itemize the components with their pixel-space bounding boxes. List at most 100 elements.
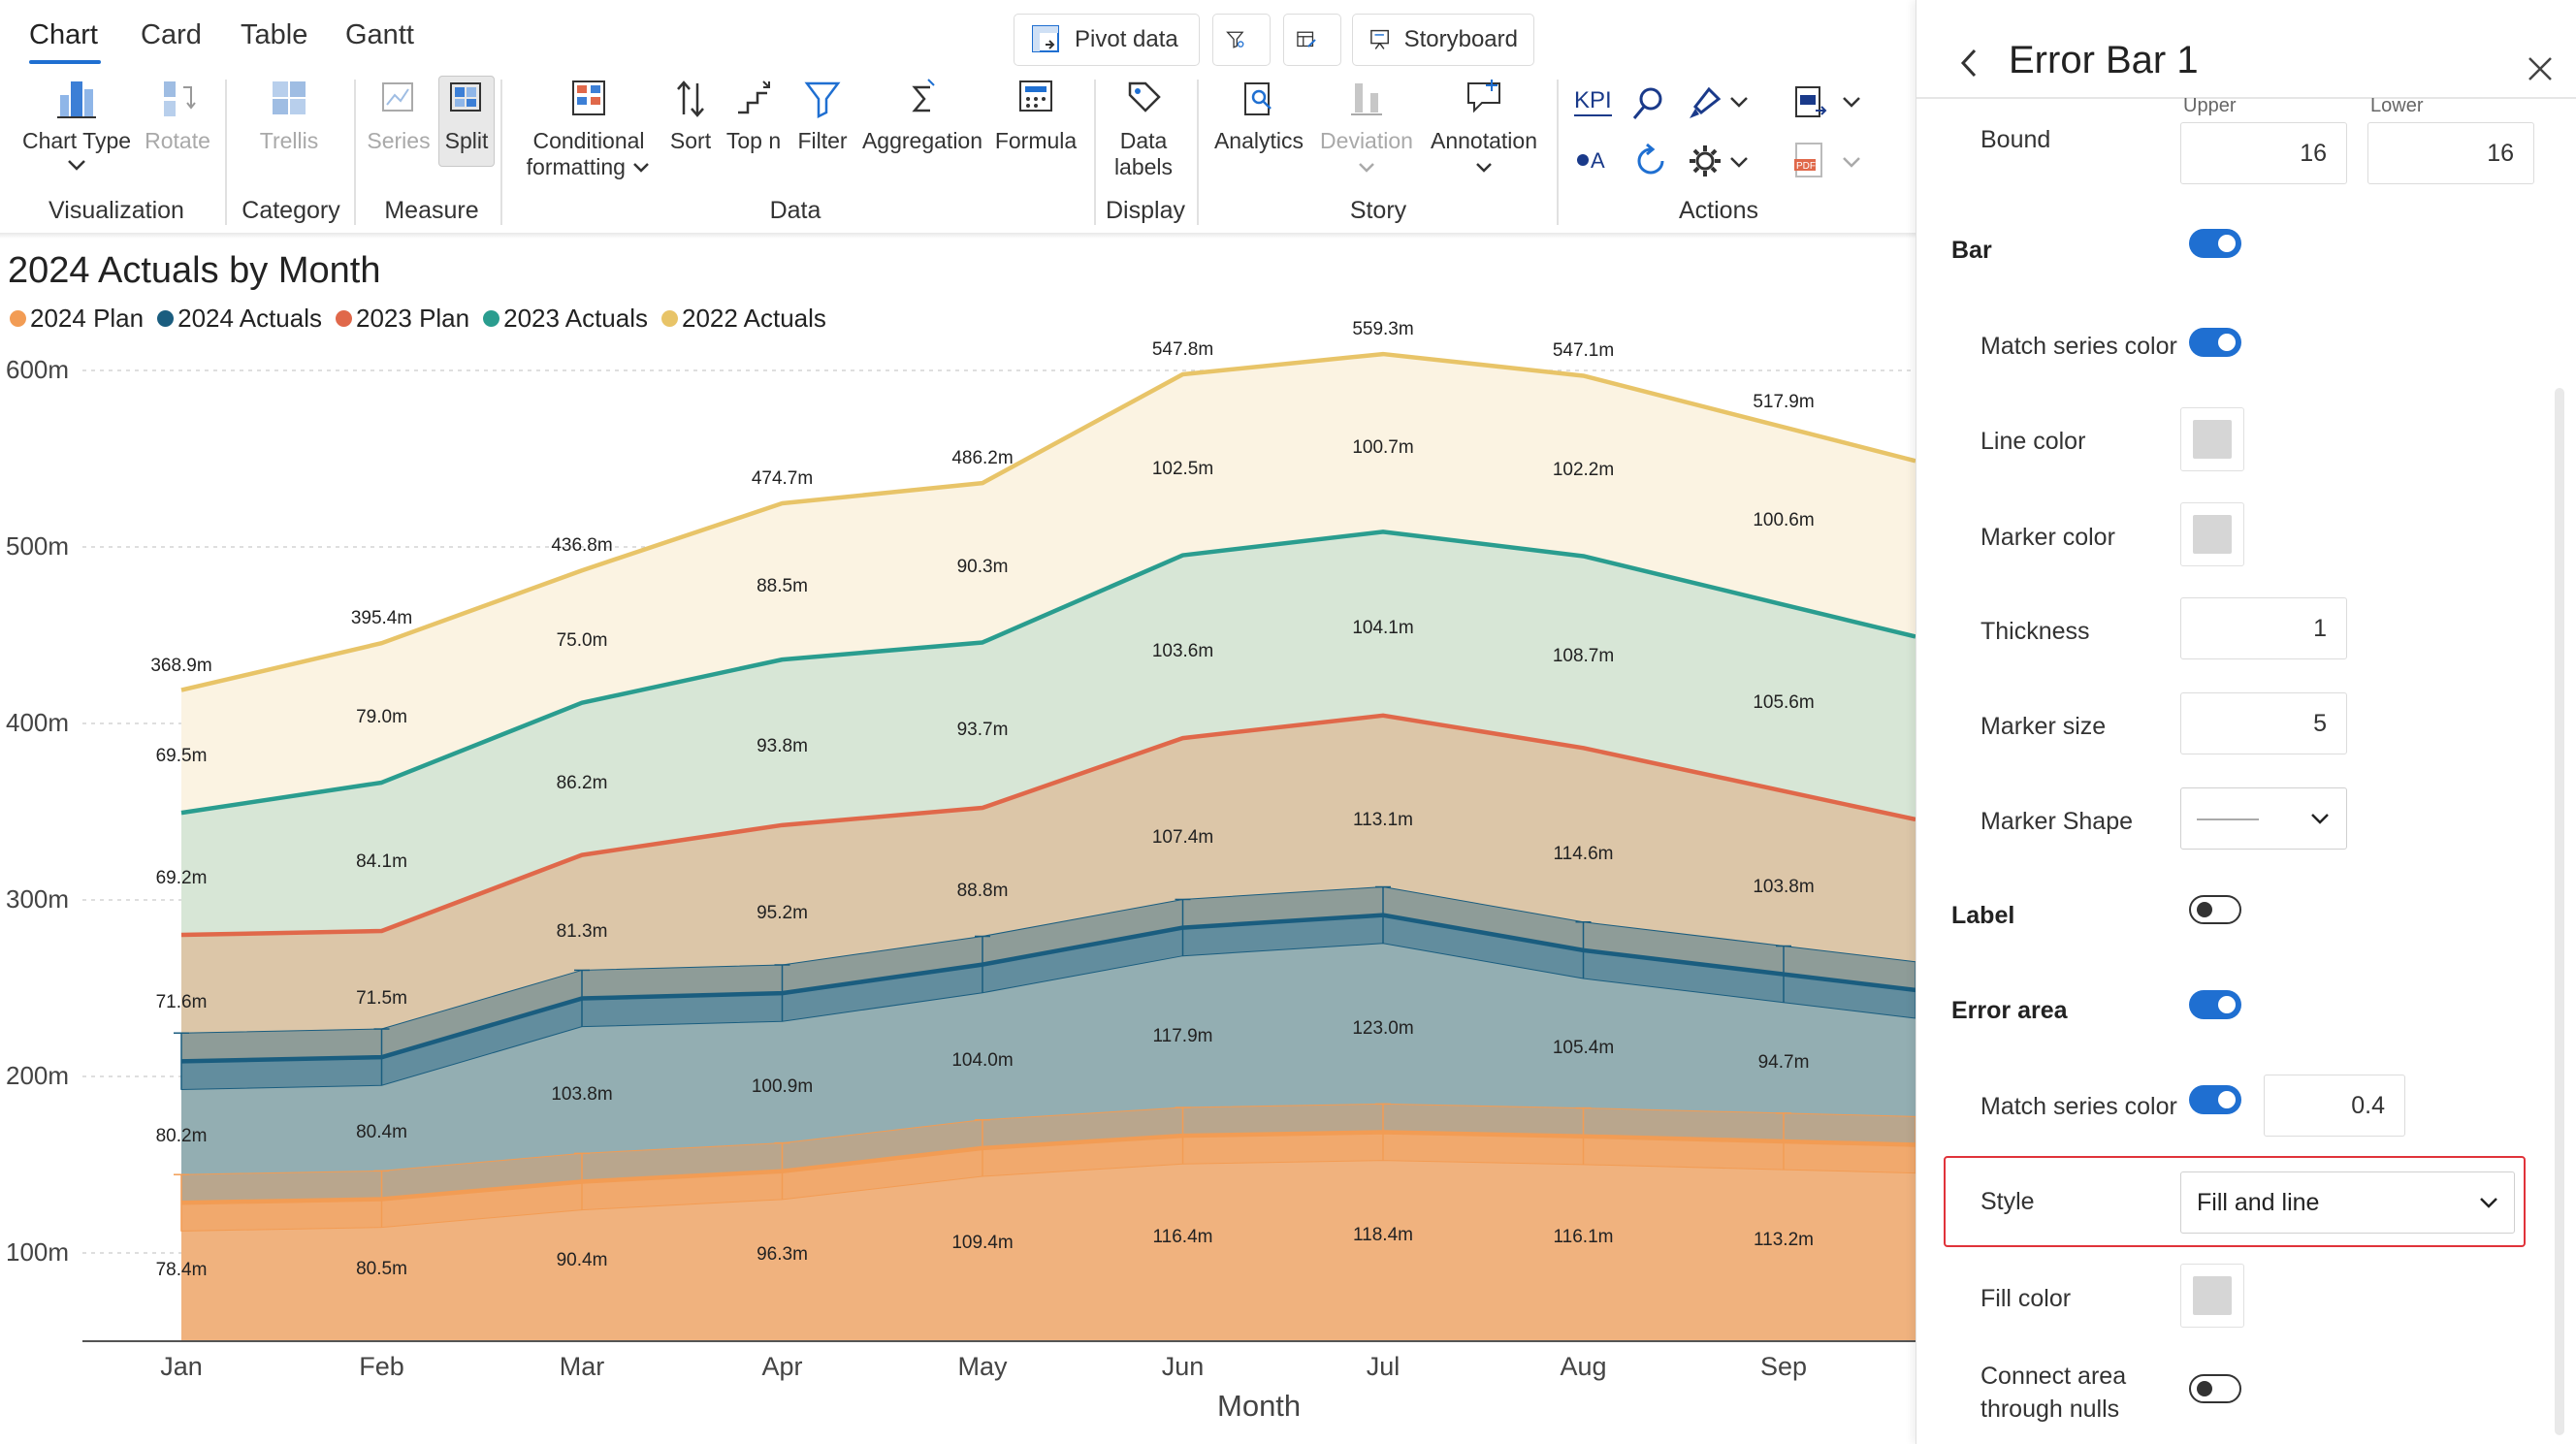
data-labels-button[interactable]: Data labels	[1102, 78, 1185, 180]
aggregation-button[interactable]: Aggregation	[859, 78, 985, 154]
tab-chart[interactable]: Chart	[29, 19, 98, 50]
chart-type-label: Chart Type	[21, 128, 132, 153]
chart-title: 2024 Actuals by Month	[8, 250, 381, 291]
sort-icon	[677, 80, 704, 117]
marker-color-swatch[interactable]	[2180, 502, 2244, 566]
lower-caption: Lower	[2370, 95, 2424, 116]
kpi-button[interactable]: KPI	[1574, 87, 1612, 116]
legend-label: 2023 Plan	[356, 304, 470, 333]
deviation-button[interactable]: Deviation	[1315, 78, 1418, 180]
annotation-button[interactable]: Annotation	[1426, 78, 1542, 180]
group-actions: Actions	[1679, 197, 1758, 224]
filter-icon	[804, 81, 841, 119]
chevron-down-icon	[2480, 1198, 2497, 1208]
label-marker-icon[interactable]: A	[1575, 144, 1614, 176]
brush-icon[interactable]	[1686, 83, 1724, 122]
group-category: Category	[242, 197, 340, 224]
legend-label: 2023 Actuals	[503, 304, 648, 333]
chevron-down-icon[interactable]	[1841, 155, 1862, 169]
tab-card[interactable]: Card	[141, 19, 202, 50]
tab-gantt[interactable]: Gantt	[345, 19, 414, 50]
split-button[interactable]: Split	[438, 78, 495, 154]
lower-bound-input[interactable]: 16	[2367, 122, 2534, 184]
legend-item-2024-actuals[interactable]: 2024 Actuals	[157, 304, 322, 334]
chart-type-button[interactable]: Chart Type	[19, 78, 134, 172]
rotate-button[interactable]: Rotate	[140, 78, 215, 154]
divider	[500, 80, 502, 225]
deviation-icon	[1351, 83, 1382, 115]
connect-area-label-1: Connect area	[1980, 1363, 2127, 1390]
error-area-match-color-toggle[interactable]	[2189, 1085, 2241, 1114]
chevron-down-icon[interactable]	[1728, 95, 1750, 109]
top-n-button[interactable]: Top n	[722, 78, 786, 154]
legend-item-2024-plan[interactable]: 2024 Plan	[10, 304, 144, 334]
label-toggle[interactable]	[2189, 895, 2241, 924]
tab-table[interactable]: Table	[241, 19, 308, 50]
svg-text:PDF: PDF	[1796, 161, 1816, 172]
panel-scrollbar[interactable]	[2555, 388, 2564, 1435]
style-select[interactable]: Fill and line	[2180, 1171, 2515, 1234]
chevron-down-icon	[2311, 814, 2329, 824]
bar-toggle[interactable]	[2189, 229, 2241, 258]
analytics-button[interactable]: Analytics	[1212, 78, 1305, 154]
gear-icon[interactable]	[1686, 142, 1724, 180]
trellis-icon	[273, 81, 306, 114]
refresh-icon[interactable]	[1631, 142, 1670, 180]
style-highlight-box	[1944, 1156, 2526, 1247]
filter-settings-button[interactable]	[1212, 14, 1271, 66]
opacity-input[interactable]: 0.4	[2264, 1075, 2405, 1137]
ribbon-shadow	[0, 233, 1916, 239]
legend-item-2023-actuals[interactable]: 2023 Actuals	[483, 304, 648, 334]
connect-nulls-toggle[interactable]	[2189, 1374, 2241, 1403]
trellis-button[interactable]: Trellis	[248, 78, 330, 154]
chevron-down-icon[interactable]	[1841, 95, 1862, 109]
active-tab-indicator	[29, 60, 101, 64]
marker-shape-select[interactable]	[2180, 787, 2347, 850]
marker-size-input[interactable]: 5	[2180, 692, 2347, 754]
bound-label: Bound	[1980, 126, 2051, 153]
error-area-toggle[interactable]	[2189, 990, 2241, 1019]
label-section-label: Label	[1951, 902, 2015, 929]
sort-button[interactable]: Sort	[665, 78, 716, 154]
back-arrow-icon[interactable]	[1957, 47, 1980, 80]
search-icon[interactable]	[1629, 83, 1668, 122]
chevron-down-icon[interactable]	[1728, 155, 1750, 169]
x-axis-title: Month	[1217, 1389, 1302, 1423]
table-edit-button[interactable]	[1283, 14, 1341, 66]
area-2024-plan	[181, 1132, 1916, 1341]
formula-button[interactable]: Formula	[989, 78, 1082, 154]
divider	[1197, 80, 1199, 225]
export-icon[interactable]	[1790, 81, 1829, 124]
legend-item-2023-plan[interactable]: 2023 Plan	[336, 304, 469, 334]
style-label: Style	[1980, 1188, 2035, 1215]
legend-dot	[10, 310, 26, 327]
match-series-color-label-2: Match series color	[1980, 1093, 2177, 1120]
legend-item-2022-actuals[interactable]: 2022 Actuals	[661, 304, 826, 334]
group-display: Display	[1106, 197, 1185, 224]
filter-gear-icon	[1226, 31, 1244, 48]
series-icon	[382, 82, 413, 112]
pdf-icon[interactable]: PDF	[1790, 140, 1829, 182]
sort-label: Sort	[669, 128, 712, 153]
x-tick-label: Aug	[1560, 1352, 1607, 1381]
legend-label: 2024 Plan	[30, 304, 145, 333]
filter-button[interactable]: Filter	[791, 78, 853, 154]
analytics-icon	[1244, 82, 1272, 115]
view-tabs: Chart Card Table Gantt	[0, 0, 1916, 68]
bar-chart-icon	[57, 81, 96, 118]
upper-bound-input[interactable]: 16	[2180, 122, 2347, 184]
svg-text:A: A	[1591, 148, 1605, 173]
fill-color-swatch[interactable]	[2180, 1264, 2244, 1328]
thickness-input[interactable]: 1	[2180, 597, 2347, 659]
group-data: Data	[769, 197, 821, 224]
series-button[interactable]: Series	[367, 78, 431, 154]
match-series-color-toggle[interactable]	[2189, 328, 2241, 357]
conditional-formatting-button[interactable]: Conditional formatting	[516, 78, 661, 180]
close-icon[interactable]	[2526, 54, 2555, 83]
storyboard-button[interactable]: Storyboard	[1352, 14, 1534, 66]
conditional-label-1: Conditional	[532, 128, 645, 153]
top-n-icon	[738, 80, 770, 114]
divider	[225, 80, 227, 225]
line-color-swatch[interactable]	[2180, 407, 2244, 471]
pivot-data-button[interactable]: Pivot data	[1014, 14, 1200, 66]
